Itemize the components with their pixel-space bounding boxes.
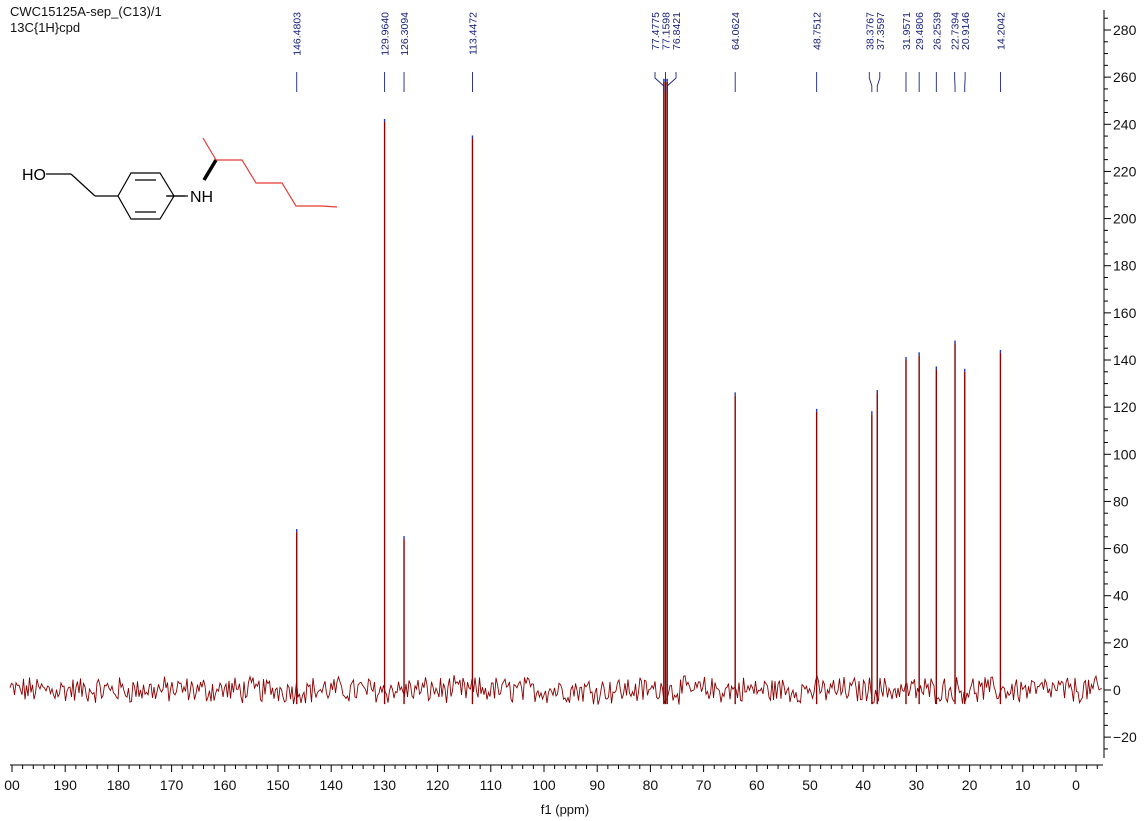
stereo-wedge	[202, 159, 218, 181]
x-tick-label: 0	[1072, 777, 1080, 793]
molecule-structure: HO NH	[22, 137, 338, 220]
y-tick-label: −20	[1113, 729, 1137, 745]
hydroxyl-label: HO	[22, 167, 46, 184]
peak-label: 77.1598	[661, 12, 673, 50]
peak-label: 126.3094	[399, 12, 411, 56]
x-axis-title: f1 (ppm)	[541, 802, 589, 817]
x-axis: 00 190 180 170 160 150 140 130 120 110 100 90 80 70 60…	[4, 764, 1103, 793]
x-tick-label: 20	[962, 777, 978, 793]
x-tick-label: 130	[373, 777, 397, 793]
y-tick-label: 60	[1113, 541, 1129, 557]
x-tick-label: 100	[532, 777, 556, 793]
y-tick-label: 200	[1113, 211, 1137, 227]
peak-label: 113.4472	[467, 12, 479, 55]
peak-label: 38.3767	[864, 12, 876, 50]
y-tick-label: 260	[1113, 69, 1137, 85]
x-tick-label: 190	[54, 777, 78, 793]
peak-label: 77.4775	[650, 12, 662, 50]
peak-label: 37.3597	[875, 12, 887, 50]
y-tick-label: 0	[1113, 682, 1121, 698]
x-tick-label: 120	[426, 777, 450, 793]
x-tick-label: 150	[266, 777, 290, 793]
peak-label: 76.8421	[671, 12, 683, 50]
experiment-title: CWC15125A-sep_(C13)/1	[10, 4, 162, 19]
x-tick-label: 170	[160, 777, 184, 793]
peak-label: 14.2042	[995, 12, 1007, 50]
y-tick-label: 100	[1113, 446, 1137, 462]
x-tick-label: 180	[107, 777, 131, 793]
baseline-noise	[9, 674, 1103, 705]
peak-leader-line	[868, 72, 873, 92]
y-tick-label: 80	[1113, 493, 1129, 509]
peak-label: 31.9571	[901, 12, 913, 50]
x-tick-label: 80	[643, 777, 659, 793]
x-tick-label: 140	[320, 777, 344, 793]
pulse-program-label: 13C{1H}cpd	[10, 20, 81, 35]
x-tick-label: 160	[213, 777, 237, 793]
y-axis: −20 0 20 40 60 80 100 120 140 160 180 200 220 240 260 2…	[1103, 10, 1137, 758]
alkyl-side-chain	[202, 137, 338, 208]
y-tick-label: 240	[1113, 116, 1137, 132]
peak-label: 26.2539	[931, 12, 943, 50]
x-tick-label: 110	[480, 777, 503, 793]
peak-label: 22.7394	[950, 12, 962, 50]
x-tick-label: 50	[802, 777, 818, 793]
peak-label: 129.9640	[380, 12, 392, 56]
peak-label: 64.0624	[730, 12, 742, 50]
noise-trace	[9, 674, 1103, 705]
y-tick-label: 160	[1113, 305, 1137, 321]
x-tick-label: 10	[1015, 777, 1031, 793]
x-tick-label: 90	[589, 777, 605, 793]
x-tick-label: 70	[696, 777, 712, 793]
spectrum-peaks	[296, 78, 1002, 705]
x-tick-label: 30	[909, 777, 925, 793]
peak-leader-line	[666, 72, 677, 92]
peak-label: 48.7512	[812, 12, 824, 50]
peak-leader-line	[654, 72, 665, 92]
peak-label: 29.4806	[914, 12, 926, 50]
x-tick-label: 60	[749, 777, 765, 793]
y-tick-label: 140	[1113, 352, 1137, 368]
x-tick-label: 00	[4, 777, 20, 793]
peak-leader-line	[876, 72, 881, 92]
y-tick-label: 40	[1113, 588, 1129, 604]
peak-label: 146.4803	[292, 12, 304, 56]
x-tick-label: 40	[855, 777, 871, 793]
amine-label: NH	[190, 189, 213, 206]
y-tick-label: 120	[1113, 399, 1137, 415]
peak-label: 20.9146	[960, 12, 972, 50]
peak-labels: 146.4803 129.9640 126.3094 113.4472 77.47757…	[292, 12, 1007, 92]
y-tick-label: 180	[1113, 258, 1137, 274]
y-tick-label: 280	[1113, 22, 1137, 38]
y-tick-label: 20	[1113, 635, 1129, 651]
y-tick-label: 220	[1113, 163, 1137, 179]
